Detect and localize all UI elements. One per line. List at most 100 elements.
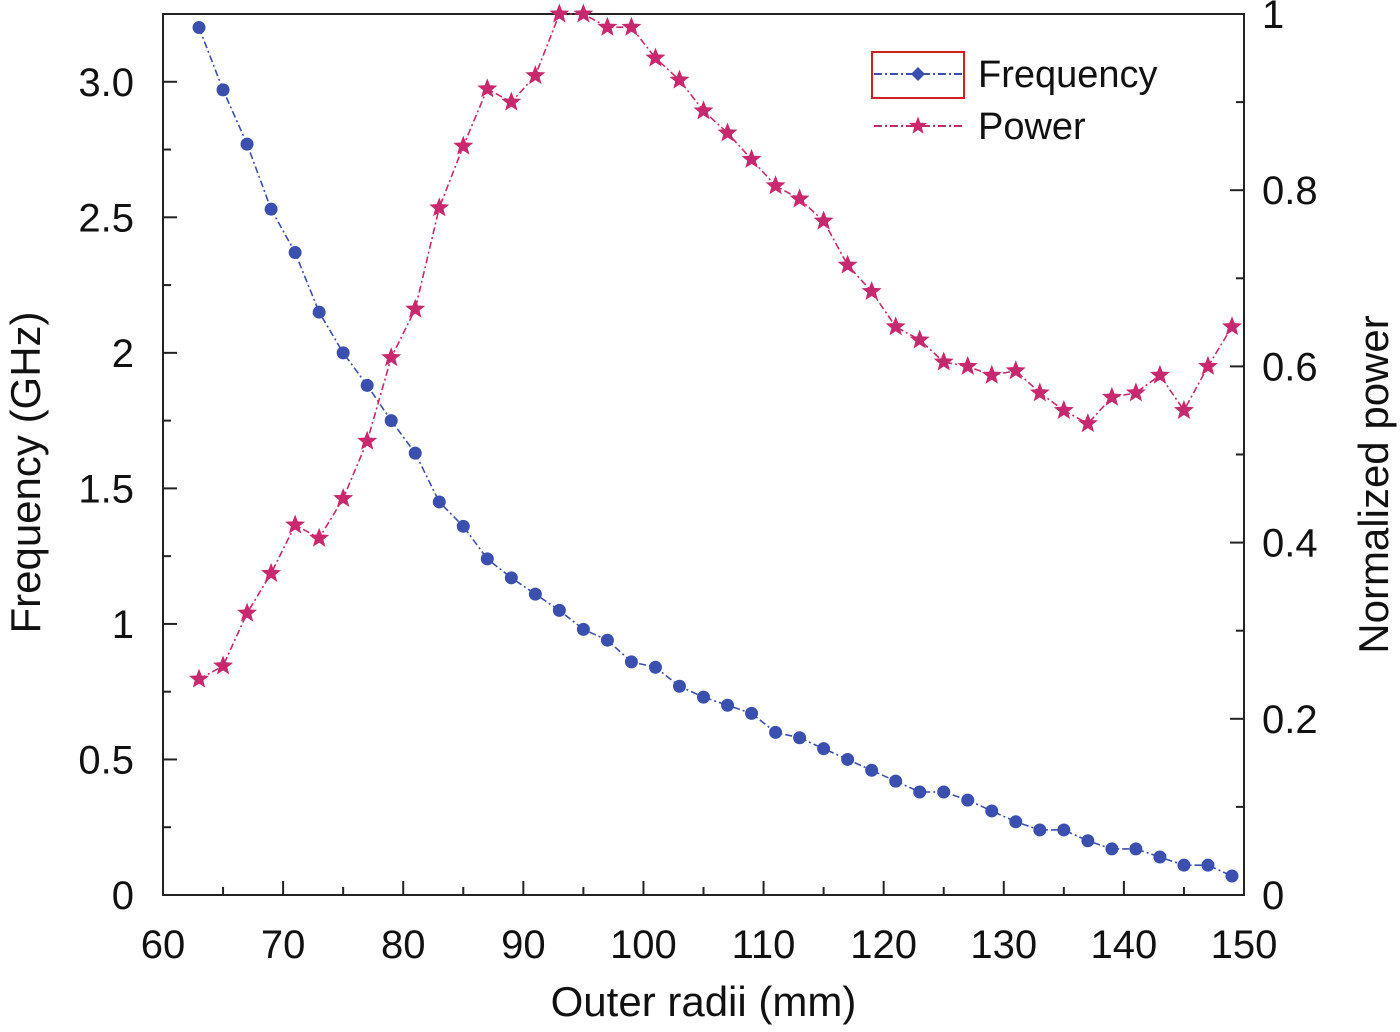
y-tick-label: 0 [112, 874, 134, 918]
data-point-star [1101, 386, 1122, 406]
data-point-star [1053, 399, 1074, 419]
data-point-star [1029, 382, 1050, 402]
data-point-star [477, 78, 498, 98]
legend-item-frequency: Frequency [874, 54, 1158, 96]
data-point-star [669, 69, 690, 89]
legend-item-power: Power [874, 106, 1086, 148]
data-point-star [549, 3, 570, 23]
data-point-star [381, 347, 402, 367]
data-point-star [333, 488, 354, 508]
data-point-circle [913, 785, 927, 799]
data-point-star [1222, 316, 1242, 336]
data-point-circle [1225, 869, 1239, 883]
data-point-circle [961, 793, 975, 807]
data-point-circle [1177, 858, 1191, 872]
series [189, 3, 1242, 883]
legend-label: Frequency [978, 54, 1158, 96]
data-point-circle [360, 378, 374, 392]
y2-axis-title-power: Normalized power [1350, 315, 1397, 653]
y2-tick-label: 0.6 [1262, 345, 1318, 389]
data-point-circle [528, 587, 542, 601]
x-tick-label: 120 [850, 923, 917, 967]
y-tick-label: 1 [112, 603, 134, 647]
y2-tick-label: 1 [1262, 0, 1284, 37]
x-tick-label: 140 [1091, 923, 1158, 967]
data-point-circle [1105, 842, 1119, 856]
data-point-star [981, 364, 1002, 384]
data-point-circle [841, 752, 855, 766]
data-point-circle [648, 660, 662, 674]
data-point-star [237, 602, 258, 622]
y-axis-title-frequency: Frequency (GHz) [2, 311, 49, 633]
data-point-star [621, 16, 642, 36]
ticks: 60 70 80 90 100 110 120 130 140 150 0 0.5 1 1.5 2 2.5 3.… [78, 0, 1317, 967]
data-point-circle [600, 633, 614, 647]
data-point-star [837, 254, 858, 274]
data-point-circle [384, 414, 398, 428]
y-tick-label: 0.5 [78, 738, 134, 782]
data-point-circle [1129, 842, 1143, 856]
x-tick-label: 100 [610, 923, 677, 967]
data-point-circle [985, 804, 999, 818]
x-axis-title: Outer radii (mm) [551, 978, 857, 1025]
legend-highlight-box [871, 51, 965, 99]
x-tick-label: 70 [261, 923, 306, 967]
data-point-circle [697, 690, 710, 704]
data-point-circle [480, 552, 494, 566]
data-point-circle [240, 137, 254, 151]
data-point-star [789, 188, 810, 208]
data-point-star [645, 47, 666, 67]
data-point-star [765, 175, 786, 195]
y2-tick-label: 0 [1262, 874, 1284, 918]
data-point-circle [288, 246, 302, 260]
data-point-star [957, 355, 978, 375]
data-point-star [501, 91, 522, 111]
data-point-star [1005, 360, 1026, 380]
data-point-circle [769, 725, 783, 739]
data-point-star [1125, 382, 1146, 402]
x-tick-label: 110 [732, 923, 796, 967]
x-tick-label: 130 [970, 923, 1037, 967]
data-point-circle [745, 706, 759, 720]
data-point-circle [1033, 823, 1047, 837]
legend: Frequency Power [871, 51, 1158, 148]
series-power [189, 3, 1242, 688]
data-point-star [453, 135, 474, 155]
data-point-circle [1081, 834, 1095, 848]
data-point-star [573, 3, 594, 23]
data-point-star [525, 65, 546, 85]
series-frequency [192, 21, 1239, 883]
data-point-circle [1153, 850, 1167, 864]
y2-tick-label: 0.2 [1262, 698, 1318, 742]
data-point-star [1077, 413, 1098, 433]
data-point-star [861, 281, 882, 301]
data-point-star [909, 329, 930, 349]
y-tick-label: 3.0 [78, 61, 134, 105]
data-point-star [813, 210, 834, 230]
data-point-star [717, 122, 738, 142]
data-point-circle [817, 742, 831, 756]
data-point-circle [192, 21, 206, 35]
y-tick-label: 2 [112, 332, 134, 376]
legend-diamond-marker [911, 67, 925, 81]
data-point-star [885, 316, 906, 336]
data-point-star [1149, 364, 1170, 384]
data-point-circle [624, 655, 638, 669]
data-point-star [357, 430, 378, 450]
data-point-star [429, 197, 450, 217]
data-point-circle [432, 495, 446, 509]
x-tick-label: 90 [501, 923, 546, 967]
data-point-circle [793, 731, 807, 745]
data-point-star [189, 668, 210, 688]
data-point-circle [336, 346, 350, 360]
data-point-circle [1201, 858, 1215, 872]
data-point-circle [1057, 823, 1071, 837]
data-point-star [741, 148, 762, 168]
x-tick-label: 80 [381, 923, 426, 967]
data-point-star [597, 16, 618, 36]
y-tick-label: 2.5 [78, 196, 134, 240]
data-point-star [213, 655, 234, 675]
data-point-star [693, 100, 714, 120]
y-tick-label: 1.5 [78, 467, 134, 511]
